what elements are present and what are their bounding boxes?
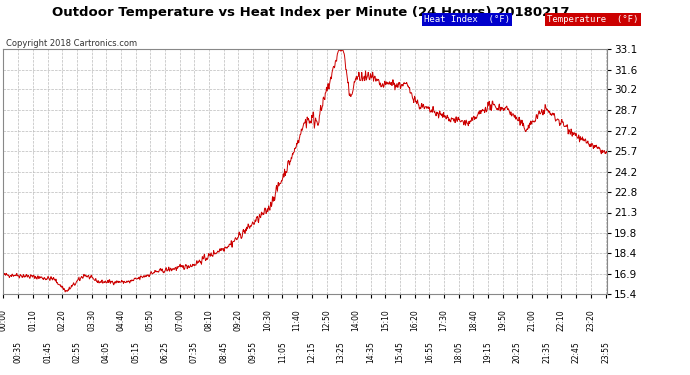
Text: 11:05: 11:05 [278, 341, 287, 363]
Text: 16:20: 16:20 [410, 309, 419, 331]
Text: 23:20: 23:20 [586, 309, 595, 331]
Text: 09:20: 09:20 [234, 309, 243, 331]
Text: 10:30: 10:30 [264, 309, 273, 331]
Text: 17:30: 17:30 [440, 309, 449, 331]
Text: 14:35: 14:35 [366, 341, 375, 363]
Text: Heat Index  (°F): Heat Index (°F) [424, 15, 511, 24]
Text: 12:50: 12:50 [322, 309, 331, 331]
Text: 13:25: 13:25 [337, 341, 346, 363]
Text: 02:55: 02:55 [72, 341, 81, 363]
Text: 01:45: 01:45 [43, 341, 52, 363]
Text: 20:25: 20:25 [513, 341, 522, 363]
Text: 18:40: 18:40 [469, 309, 478, 331]
Text: 18:05: 18:05 [454, 341, 463, 363]
Text: 16:55: 16:55 [425, 341, 434, 363]
Text: 19:50: 19:50 [498, 309, 507, 331]
Text: 00:00: 00:00 [0, 309, 8, 332]
Text: 05:15: 05:15 [131, 341, 140, 363]
Text: 03:30: 03:30 [87, 309, 96, 332]
Text: 15:45: 15:45 [395, 341, 404, 363]
Text: 14:00: 14:00 [351, 309, 360, 331]
Text: 12:15: 12:15 [307, 341, 316, 363]
Text: 02:20: 02:20 [58, 309, 67, 331]
Text: 06:25: 06:25 [161, 341, 170, 363]
Text: 22:10: 22:10 [557, 309, 566, 331]
Text: 22:45: 22:45 [571, 341, 581, 363]
Text: 04:40: 04:40 [117, 309, 126, 332]
Text: 19:15: 19:15 [484, 341, 493, 363]
Text: 05:50: 05:50 [146, 309, 155, 332]
Text: 08:45: 08:45 [219, 341, 228, 363]
Text: 07:35: 07:35 [190, 341, 199, 363]
Text: 01:10: 01:10 [28, 309, 37, 331]
Text: 00:35: 00:35 [14, 341, 23, 363]
Text: 07:00: 07:00 [175, 309, 184, 332]
Text: 04:05: 04:05 [101, 341, 110, 363]
Text: 08:10: 08:10 [204, 309, 213, 331]
Text: 09:55: 09:55 [248, 341, 257, 363]
Text: Copyright 2018 Cartronics.com: Copyright 2018 Cartronics.com [6, 39, 137, 48]
Text: Outdoor Temperature vs Heat Index per Minute (24 Hours) 20180217: Outdoor Temperature vs Heat Index per Mi… [52, 6, 569, 19]
Text: 11:40: 11:40 [293, 309, 302, 331]
Text: 23:55: 23:55 [601, 341, 610, 363]
Text: 15:10: 15:10 [381, 309, 390, 331]
Text: 21:00: 21:00 [528, 309, 537, 331]
Text: 21:35: 21:35 [542, 341, 551, 363]
Text: Temperature  (°F): Temperature (°F) [547, 15, 638, 24]
